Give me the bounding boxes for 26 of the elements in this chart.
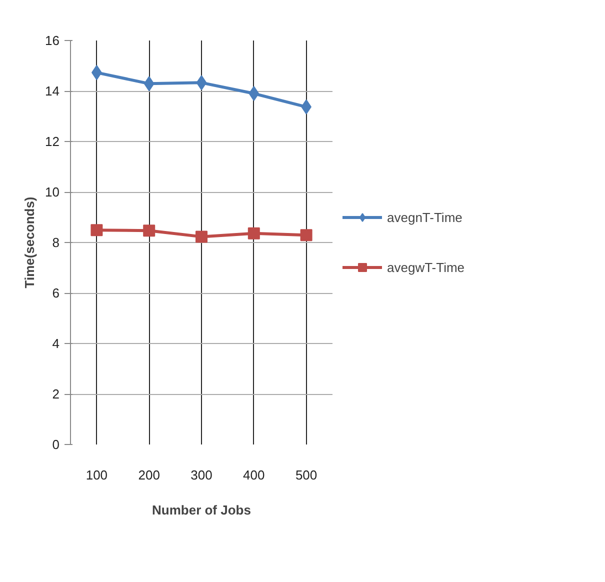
y-tick-label: 10	[45, 184, 60, 200]
point	[300, 229, 312, 242]
y-tick-label: 0	[52, 437, 60, 452]
x-axis-title: Number of Jobs	[152, 502, 251, 518]
point	[248, 86, 260, 102]
x-tick-label: 100	[86, 468, 108, 482]
legend-label: avegnT-Time	[387, 210, 462, 224]
y-tick-label: 12	[45, 134, 60, 149]
y-tick-label: 14	[45, 84, 60, 98]
y-axis-title: Time(seconds)	[22, 196, 38, 288]
y-tick-label: 8	[52, 235, 60, 250]
legend-label: avegwT-Time	[387, 260, 465, 274]
point	[196, 75, 207, 90]
point	[248, 227, 260, 240]
y-tick-label: 6	[52, 286, 60, 300]
point	[144, 76, 154, 92]
x-tick-label: 400	[243, 468, 265, 482]
point	[196, 230, 208, 243]
y-tick-label: 16	[45, 33, 60, 48]
x-tick-label: 300	[190, 468, 212, 482]
point	[90, 224, 103, 236]
x-tick-label: 200	[138, 468, 160, 482]
point	[143, 224, 156, 237]
x-tick-label: 500	[295, 468, 318, 482]
y-tick-label: 2	[52, 386, 60, 402]
y-tick-label: 4	[52, 336, 60, 351]
